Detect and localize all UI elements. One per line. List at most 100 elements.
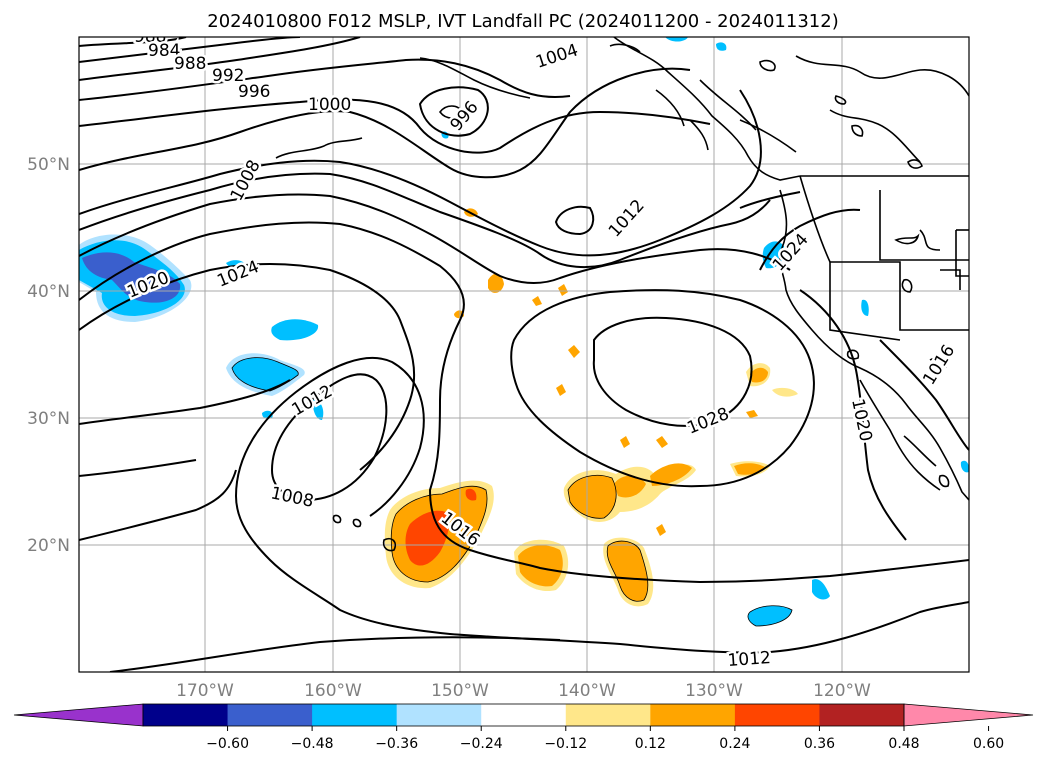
- isobar-992: [79, 37, 361, 81]
- colorbar-tick-label: 0.60: [973, 736, 1004, 752]
- ivt-positive-region: [772, 387, 798, 397]
- colorbar-segment: [819, 704, 905, 726]
- ivt-positive-region: [656, 524, 666, 536]
- isobar-996-low: [418, 86, 489, 137]
- map-title: 2024010800 F012 MSLP, IVT Landfall PC (2…: [207, 11, 838, 32]
- lon-label: 130°W: [685, 681, 743, 701]
- ivt-positive-region: [614, 475, 646, 498]
- isobar-label: 1000: [308, 95, 351, 115]
- isobar-1028-high: [592, 316, 753, 427]
- isobar-1016: [79, 193, 791, 284]
- colorbar-tick-label: −0.12: [544, 736, 587, 752]
- ivt-negative-region: [716, 42, 727, 51]
- isobar-984: [79, 37, 187, 47]
- colorbar-border: [142, 703, 905, 727]
- isobar-1020-coast: [799, 289, 907, 541]
- colorbar-tick-label: −0.36: [375, 736, 418, 752]
- ivt-negative-region: [665, 37, 688, 42]
- colorbar-tick-label: −0.24: [460, 736, 503, 752]
- colorbar-segment: [650, 704, 736, 726]
- ivt-positive-region: [750, 367, 768, 383]
- colorbar-tick-label: 0.36: [804, 736, 835, 752]
- ivt-negative-region: [232, 357, 299, 391]
- lon-label: 150°W: [431, 681, 489, 701]
- isobar-988: [79, 37, 301, 63]
- isobar-1012-bottom: [109, 636, 561, 672]
- colorbar-tick-label: −0.48: [291, 736, 334, 752]
- isobar-1016-outer: [79, 459, 197, 477]
- isobar-1012-south: [79, 469, 237, 541]
- ivt-positive-region: [568, 475, 617, 519]
- lat-label: 40°N: [27, 282, 70, 302]
- colorbar-tick-label: 0.12: [635, 736, 666, 752]
- colorbar-segment: [396, 704, 482, 726]
- ivt-outlines: [231, 357, 793, 627]
- ivt-positive-region: [556, 384, 566, 396]
- isobar-label: 1020: [847, 397, 876, 443]
- ivt-positive-region: [607, 541, 648, 602]
- ivt-positive-region: [488, 273, 504, 293]
- isobar-label: 988: [174, 54, 206, 74]
- isobar-1024-coast: [759, 208, 861, 271]
- isobar-label: 1012: [727, 648, 772, 671]
- lat-label: 50°N: [27, 155, 70, 175]
- map-panel: 988 984 988 992 996 1000 1004 996 1008 1…: [78, 27, 970, 673]
- colorbar-segment: [565, 704, 651, 726]
- isobar-1012: [79, 172, 771, 269]
- ivt-positive-region: [620, 436, 630, 448]
- longitude-labels: 170°W 160°W 150°W 140°W 130°W 120°W: [176, 681, 871, 701]
- isobar-1024-high: [510, 289, 815, 488]
- colorbar-tick-label: 0.48: [888, 736, 919, 752]
- map-border: [78, 36, 970, 673]
- isobar-1004: [79, 67, 691, 179]
- lat-label: 30°N: [27, 409, 70, 429]
- ivt-positive-region: [518, 545, 563, 587]
- lat-label: 20°N: [27, 536, 70, 556]
- isobar-1016-coast: [879, 339, 969, 451]
- colorbar: −0.60 −0.48 −0.36 −0.24 −0.12 0.12 0.24 0.36 0.4…: [13, 703, 1034, 752]
- ivt-positive-region: [746, 410, 758, 418]
- latitude-labels: 50°N 40°N 30°N 20°N: [27, 155, 70, 556]
- ivt-negative-region: [960, 460, 969, 473]
- ivt-positive-region: [465, 488, 477, 501]
- ivt-positive-region: [532, 296, 542, 306]
- isobar-1020-outer: [79, 379, 291, 425]
- colorbar-tick-label: 0.24: [719, 736, 750, 752]
- ivt-negative-region: [312, 399, 324, 420]
- isobar-1012-low-inner: [270, 373, 388, 502]
- mslp-isobars: [79, 37, 969, 672]
- ivt-negative-region: [812, 579, 830, 600]
- lon-label: 140°W: [558, 681, 616, 701]
- lon-label: 170°W: [176, 681, 234, 701]
- lon-label: 160°W: [304, 681, 362, 701]
- ivt-shading: [79, 37, 969, 626]
- colorbar-segment: [227, 704, 313, 726]
- colorbar-segment: [312, 704, 398, 726]
- isobar-label: 996: [238, 82, 270, 102]
- isobar-1016-low: [235, 357, 425, 517]
- isobar-label: 984: [148, 41, 180, 61]
- ivt-negative-region: [271, 319, 319, 341]
- colorbar-segment: [734, 704, 820, 726]
- ivt-positive-region: [650, 463, 692, 486]
- isobar-1024: [79, 263, 416, 471]
- colorbar-extend-low: [13, 703, 144, 727]
- isobar-label: 988: [134, 27, 166, 47]
- ivt-negative-region: [861, 299, 869, 316]
- lon-label: 120°W: [813, 681, 871, 701]
- ivt-negative-region: [82, 252, 181, 303]
- colorbar-segment: [143, 704, 229, 726]
- isobar-1012-coast: [739, 191, 801, 209]
- isobar-1008-low: [554, 205, 595, 236]
- isobar-1008: [79, 89, 762, 257]
- colorbar-extend-high: [903, 703, 1034, 727]
- isobar-label: 992: [212, 66, 244, 86]
- isobar-1000: [79, 98, 711, 154]
- colorbar-tick-label: −0.60: [206, 736, 249, 752]
- isobar-996: [79, 58, 571, 101]
- ivt-positive-region: [558, 284, 568, 296]
- isobar-1020: [79, 221, 969, 584]
- ivt-positive-region: [656, 436, 668, 448]
- colorbar-segment: [481, 704, 567, 726]
